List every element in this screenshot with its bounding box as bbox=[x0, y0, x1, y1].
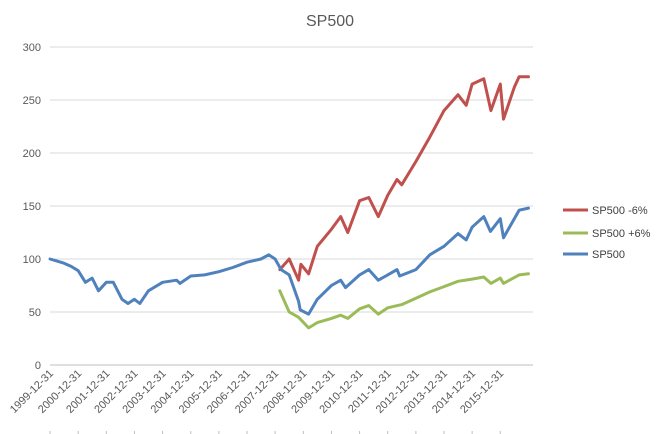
y-tick-label: 0 bbox=[35, 360, 41, 372]
y-tick-label: 100 bbox=[23, 254, 41, 266]
y-tick-label: 300 bbox=[23, 42, 41, 54]
y-tick-label: 50 bbox=[29, 307, 41, 319]
legend: SP500 -6% SP500 +6% SP500 bbox=[563, 205, 651, 261]
series-line-0 bbox=[278, 75, 530, 282]
y-tick-label: 200 bbox=[23, 148, 41, 160]
y-axis-ticks: 0 50 100 150 200 250 300 bbox=[23, 42, 41, 372]
chart-title: SP500 bbox=[306, 13, 354, 30]
legend-label: SP500 -6% bbox=[592, 205, 648, 217]
series-line-2 bbox=[48, 206, 530, 316]
y-tick-label: 150 bbox=[23, 201, 41, 213]
series-line-1 bbox=[278, 272, 530, 330]
legend-label: SP500 bbox=[592, 249, 625, 261]
gridlines bbox=[50, 46, 533, 366]
series-lines bbox=[48, 75, 530, 330]
legend-label: SP500 +6% bbox=[592, 228, 651, 240]
x-axis-ticks: 1999-12-312000-12-312001-12-312002-12-31… bbox=[8, 368, 506, 434]
y-tick-label: 250 bbox=[23, 95, 41, 107]
